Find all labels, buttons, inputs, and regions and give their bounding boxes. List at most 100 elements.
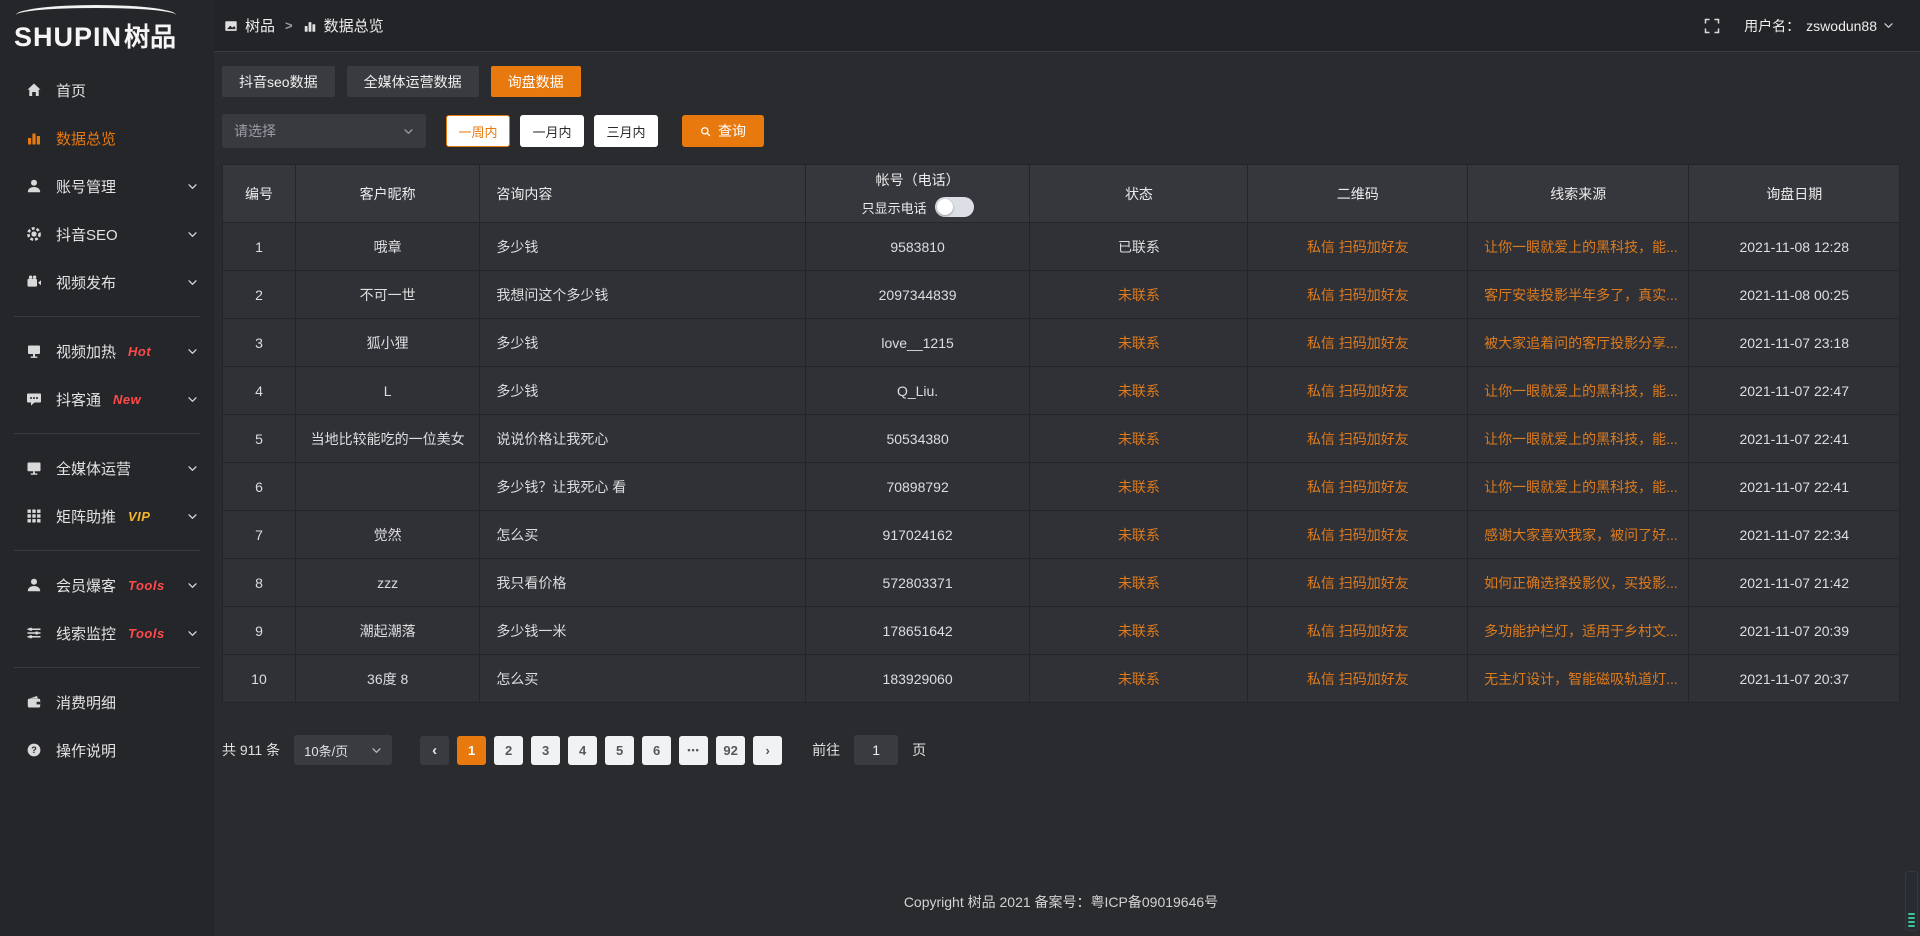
qr-link[interactable]: 私信 扫码加好友: [1247, 270, 1469, 319]
sidebar-item-video-publish[interactable]: 视频发布: [0, 258, 214, 306]
status-badge: 未联系: [1029, 510, 1249, 559]
page-button-6[interactable]: 6: [642, 735, 672, 765]
cell-number: 4: [222, 366, 296, 415]
goto-page-input[interactable]: 1: [854, 735, 899, 765]
period-button-one-week[interactable]: 一周内: [446, 115, 510, 147]
page-button-3[interactable]: 3: [531, 735, 561, 765]
table-row: 9 潮起潮落 多少钱一米 178651642 未联系 私信 扫码加好友 多功能护…: [222, 606, 1900, 655]
filter-bar: 请选择 一周内 一月内 三月内 查询: [222, 114, 1900, 148]
tab-douyin-seo-data[interactable]: 抖音seo数据: [222, 66, 335, 97]
source-link[interactable]: 让你一眼就爱上的黑科技，能...: [1467, 414, 1690, 463]
account-header-label: 帐号（电话）: [875, 172, 960, 188]
gear-icon: [26, 226, 42, 242]
breadcrumb-chart-icon: [303, 19, 317, 33]
cell-content: 我只看价格: [479, 558, 806, 607]
column-header-date: 询盘日期: [1688, 164, 1900, 223]
app-logo[interactable]: SHUPIN树品: [0, 0, 214, 58]
cell-nickname: 潮起潮落: [294, 606, 481, 655]
phone-only-toggle[interactable]: [934, 197, 974, 217]
search-button-label: 查询: [718, 123, 746, 139]
page-size-select[interactable]: 10条/页: [294, 735, 393, 765]
qr-link[interactable]: 私信 扫码加好友: [1247, 510, 1469, 559]
cell-date: 2021-11-07 22:34: [1688, 510, 1900, 559]
chevron-down-icon: [187, 628, 198, 639]
source-link[interactable]: 让你一眼就爱上的黑科技，能...: [1467, 366, 1690, 415]
status-badge: 未联系: [1029, 270, 1249, 319]
page-button-4[interactable]: 4: [568, 735, 598, 765]
qr-link[interactable]: 私信 扫码加好友: [1247, 222, 1469, 271]
status-badge: 未联系: [1029, 654, 1249, 703]
qr-link[interactable]: 私信 扫码加好友: [1247, 318, 1469, 367]
cell-content: 说说价格让我死心: [479, 414, 806, 463]
sidebar-item-douketong[interactable]: 抖客通 New: [0, 375, 214, 423]
fullscreen-icon[interactable]: [1704, 18, 1720, 34]
source-link[interactable]: 感谢大家喜欢我家，被问了好...: [1467, 510, 1690, 559]
sidebar-item-account-management[interactable]: 账号管理: [0, 162, 214, 210]
sidebar-item-douyin-seo[interactable]: 抖音SEO: [0, 210, 214, 258]
table-row: 10 36度 8 怎么买 183929060 未联系 私信 扫码加好友 无主灯设…: [222, 654, 1900, 703]
page-size-value: 10条/页: [304, 743, 349, 759]
period-button-one-month[interactable]: 一月内: [520, 115, 584, 147]
qr-link[interactable]: 私信 扫码加好友: [1247, 414, 1469, 463]
sidebar-item-leads-monitor[interactable]: 线索监控 Tools: [0, 609, 214, 657]
cell-number: 1: [222, 222, 296, 271]
cell-account: 70898792: [804, 462, 1031, 511]
page-ellipsis[interactable]: •••: [679, 735, 709, 765]
prev-page-button[interactable]: ‹: [420, 735, 450, 765]
sidebar-divider: [14, 433, 200, 434]
total-count: 共 911 条: [222, 742, 281, 758]
sidebar-item-member-burst[interactable]: 会员爆客 Tools: [0, 561, 214, 609]
source-link[interactable]: 无主灯设计，智能磁吸轨道灯...: [1467, 654, 1690, 703]
data-tabs: 抖音seo数据 全媒体运营数据 询盘数据: [222, 66, 1900, 97]
source-link[interactable]: 客厅安装投影半年多了，真实...: [1467, 270, 1690, 319]
right-edge-widget[interactable]: [1905, 871, 1918, 931]
inquiry-table: 编号 客户昵称 咨询内容 帐号（电话） 只显示电话 状态 二维码 线索来源: [222, 164, 1900, 703]
cell-number: 5: [222, 414, 296, 463]
source-link[interactable]: 如何正确选择投影仪，买投影...: [1467, 558, 1690, 607]
tab-inquiry-data[interactable]: 询盘数据: [490, 66, 581, 97]
page-button-1[interactable]: 1: [457, 735, 487, 765]
qr-link[interactable]: 私信 扫码加好友: [1247, 462, 1469, 511]
sidebar-item-matrix-boost[interactable]: 矩阵助推 VIP: [0, 492, 214, 540]
user-menu[interactable]: 用户名： zswodun88: [1744, 16, 1894, 36]
qr-link[interactable]: 私信 扫码加好友: [1247, 606, 1469, 655]
qr-link[interactable]: 私信 扫码加好友: [1247, 558, 1469, 607]
qr-link[interactable]: 私信 扫码加好友: [1247, 654, 1469, 703]
page-button-5[interactable]: 5: [605, 735, 635, 765]
cell-nickname: 觉然: [294, 510, 481, 559]
sidebar-item-omnimedia-operation[interactable]: 全媒体运营: [0, 444, 214, 492]
sidebar-badge: Hot: [128, 343, 152, 359]
tab-omnimedia-data[interactable]: 全媒体运营数据: [346, 66, 479, 97]
sidebar-item-home[interactable]: 首页: [0, 66, 214, 114]
topbar-right: 用户名： zswodun88: [1704, 16, 1894, 36]
filter-select-placeholder: 请选择: [234, 123, 276, 139]
source-link[interactable]: 多功能护栏灯，适用于乡村文...: [1467, 606, 1690, 655]
search-button[interactable]: 查询: [682, 115, 764, 147]
next-page-button[interactable]: ›: [753, 735, 783, 765]
source-link[interactable]: 让你一眼就爱上的黑科技，能...: [1467, 222, 1690, 271]
cell-date: 2021-11-07 22:47: [1688, 366, 1900, 415]
sidebar-item-data-overview[interactable]: 数据总览: [0, 114, 214, 162]
breadcrumb-root[interactable]: 树品: [245, 18, 276, 35]
source-link[interactable]: 让你一眼就爱上的黑科技，能...: [1467, 462, 1690, 511]
filter-select[interactable]: 请选择: [222, 114, 426, 148]
cell-account: 178651642: [804, 606, 1031, 655]
cell-content: 多少钱: [479, 366, 806, 415]
source-link[interactable]: 被大家追着问的客厅投影分享...: [1467, 318, 1690, 367]
sidebar-item-expense-details[interactable]: 消费明细: [0, 678, 214, 726]
column-header-content: 咨询内容: [479, 164, 806, 223]
member-icon: [26, 577, 42, 593]
page-button-2[interactable]: 2: [494, 735, 524, 765]
sidebar-item-video-heating[interactable]: 视频加热 Hot: [0, 327, 214, 375]
chevron-down-icon: [403, 126, 414, 137]
video-icon: [26, 274, 42, 290]
status-badge: 未联系: [1029, 558, 1249, 607]
sidebar-item-instructions[interactable]: ? 操作说明: [0, 726, 214, 774]
help-icon: ?: [26, 742, 42, 758]
qr-link[interactable]: 私信 扫码加好友: [1247, 366, 1469, 415]
page-button-92[interactable]: 92: [716, 735, 746, 765]
period-button-three-months[interactable]: 三月内: [594, 115, 658, 147]
table-row: 4 L 多少钱 Q_Liu. 未联系 私信 扫码加好友 让你一眼就爱上的黑科技，…: [222, 366, 1900, 415]
status-badge: 未联系: [1029, 414, 1249, 463]
